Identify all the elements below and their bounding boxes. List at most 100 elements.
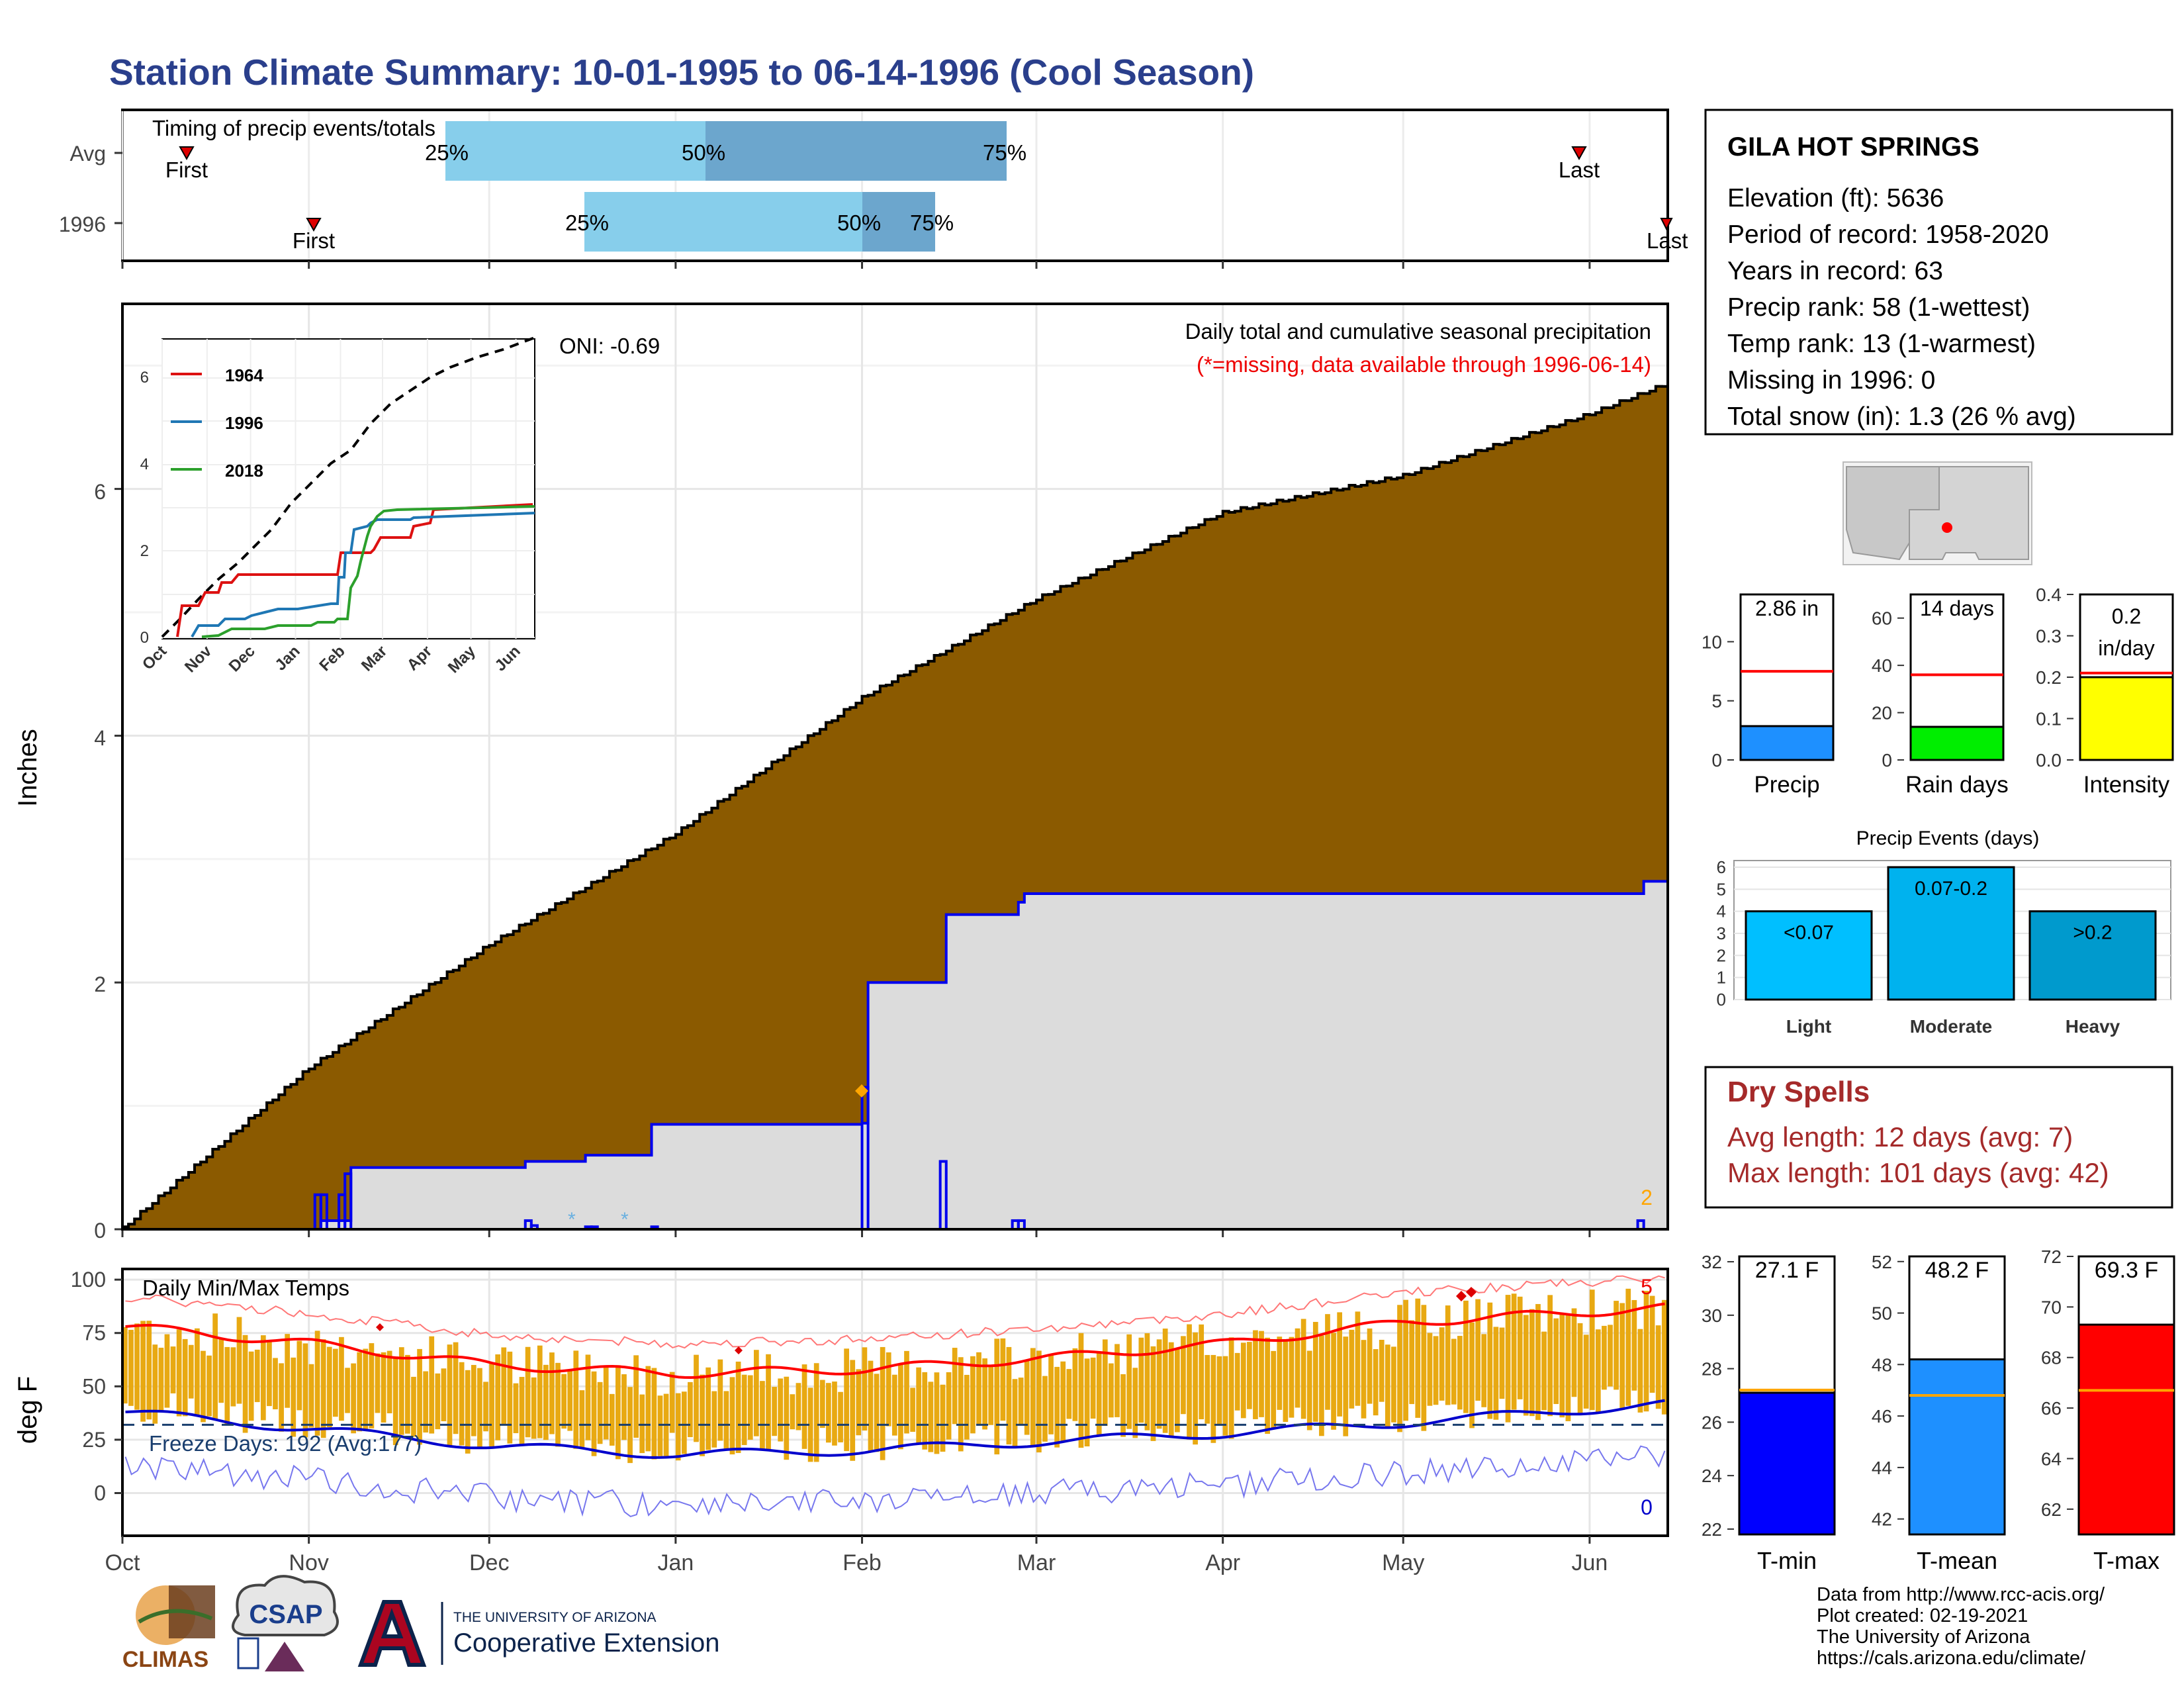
temp-day-bar xyxy=(862,1347,868,1431)
temp-day-bar xyxy=(1343,1336,1349,1436)
temp-day-bar xyxy=(201,1350,206,1423)
temp-day-bar xyxy=(1253,1330,1258,1419)
temp-day-bar xyxy=(465,1370,471,1454)
temp-day-bar xyxy=(1547,1295,1553,1417)
temp-day-bar xyxy=(1126,1334,1132,1429)
inset-legend-1996: 1996 xyxy=(225,413,263,433)
credit-line: Plot created: 02-19-2021 xyxy=(1817,1605,2028,1626)
temp-day-bar xyxy=(122,1327,128,1404)
station-frame xyxy=(1704,109,2173,436)
temp-day-bar xyxy=(1391,1346,1396,1423)
temp-day-bar xyxy=(591,1371,597,1456)
temp-day-bar xyxy=(952,1348,958,1425)
temp-day-bar xyxy=(513,1383,519,1434)
event-bar xyxy=(2028,910,2157,1001)
tmin-record-line xyxy=(124,1445,1666,1518)
temp-mini-ytick: 52 xyxy=(1872,1252,1892,1272)
inset-ytick: 0 xyxy=(140,629,149,647)
station-dot xyxy=(1942,522,1952,533)
temp-day-bar xyxy=(477,1368,482,1448)
temp-day-bar xyxy=(1487,1302,1493,1419)
events-ytick: 1 xyxy=(1717,968,1726,988)
temp-day-bar xyxy=(657,1395,663,1456)
temp-day-bar xyxy=(1397,1305,1402,1432)
temp-day-bar xyxy=(850,1360,856,1461)
station-line: Elevation (ft): 5636 xyxy=(1727,184,1944,212)
temp-day-bar xyxy=(302,1343,308,1438)
temp-day-bar xyxy=(1349,1329,1355,1409)
ua-logo[interactable]: THE UNIVERSITY OF ARIZONA Cooperative Ex… xyxy=(357,1600,719,1667)
inset-legend-1964: 1964 xyxy=(225,365,263,385)
temp-day-bar xyxy=(807,1387,813,1462)
temp-day-bar xyxy=(1661,1299,1667,1415)
timing-row-avg: Avg xyxy=(69,142,106,165)
record-high-marker xyxy=(1456,1291,1467,1301)
temp-day-bar xyxy=(1300,1319,1306,1419)
inset-chart: 1964 1996 2018 0 2 4 6 Oct Nov Dec Jan Feb Ma… xyxy=(139,336,535,677)
avg-p25-label: 25% xyxy=(425,140,469,165)
temp-day-bar xyxy=(1162,1328,1168,1433)
temp-day-bar xyxy=(603,1366,609,1440)
temp-day-bar xyxy=(844,1348,849,1452)
event-bar-label: >0.2 xyxy=(2073,922,2112,944)
temp-day-bar xyxy=(296,1340,302,1411)
temp-day-bar xyxy=(447,1344,453,1447)
temp-day-bar xyxy=(1000,1338,1006,1421)
temp-day-bar xyxy=(856,1369,862,1436)
events-ytick: 3 xyxy=(1717,923,1726,943)
temp-day-bar xyxy=(1409,1320,1415,1405)
temp-day-bar xyxy=(501,1347,507,1425)
avg-last-label: Last xyxy=(1559,158,1600,182)
credits: Data from http://www.rcc-acis.org/ Plot … xyxy=(1817,1584,2105,1669)
temp-day-bar xyxy=(1631,1299,1637,1391)
month-label: Feb xyxy=(842,1550,882,1575)
temp-day-bar xyxy=(188,1344,194,1399)
temp-day-bar xyxy=(741,1374,747,1445)
temp-day-bar xyxy=(681,1391,687,1454)
csap-logo[interactable]: CSAP xyxy=(232,1575,339,1671)
timing-title: Timing of precip events/totals xyxy=(152,116,435,140)
temp-day-bar xyxy=(1240,1342,1246,1419)
temp-day-bar xyxy=(248,1351,254,1421)
temp-day-bar xyxy=(260,1335,266,1421)
temp-day-bar xyxy=(387,1350,392,1414)
credit-line: The University of Arizona xyxy=(1817,1626,2030,1648)
precip-ytick: 6 xyxy=(94,480,106,504)
temp-day-bar xyxy=(1042,1376,1048,1442)
temp-day-bar xyxy=(1541,1331,1547,1411)
temp-day-bar xyxy=(176,1329,182,1417)
event-bar xyxy=(1745,910,1873,1001)
temp-day-bar xyxy=(1271,1350,1277,1430)
temp-day-bar xyxy=(351,1363,356,1434)
temp-day-bar xyxy=(813,1363,819,1462)
temp-day-bar xyxy=(1493,1327,1499,1420)
inset-ytick: 6 xyxy=(140,369,149,387)
temp-day-bar xyxy=(1469,1322,1475,1429)
temp-day-bar xyxy=(1571,1308,1577,1397)
temp-day-bar xyxy=(717,1359,723,1441)
mini-ytick: 5 xyxy=(1711,691,1722,712)
temp-day-bar xyxy=(729,1377,735,1455)
temp-day-bar xyxy=(1583,1335,1589,1409)
temp-day-bar xyxy=(1373,1349,1379,1416)
temp-day-bar xyxy=(778,1378,784,1442)
temp-day-bar xyxy=(1115,1344,1120,1417)
events-ytick: 6 xyxy=(1717,857,1726,877)
climas-logo[interactable]: CLIMAS xyxy=(122,1585,215,1672)
temp-day-bar xyxy=(1199,1324,1205,1420)
temp-mini-ytick: 68 xyxy=(2041,1348,2062,1368)
temp-day-bar xyxy=(705,1367,711,1450)
temp-day-bar xyxy=(398,1347,404,1435)
temp-day-bar xyxy=(711,1391,717,1448)
temp-day-bar xyxy=(369,1343,375,1429)
y1996-first-marker xyxy=(306,218,322,232)
temp-day-bar xyxy=(597,1382,603,1444)
y1996-p75-label: 75% xyxy=(910,211,954,235)
temp-day-bar xyxy=(1602,1325,1607,1390)
precip-ytick: 2 xyxy=(94,972,106,996)
temp-mini-ytick: 48 xyxy=(1872,1354,1892,1375)
y1996-first-label: First xyxy=(293,228,335,253)
temp-day-bar xyxy=(519,1377,525,1446)
temp-mini-ytick: 44 xyxy=(1872,1458,1892,1478)
